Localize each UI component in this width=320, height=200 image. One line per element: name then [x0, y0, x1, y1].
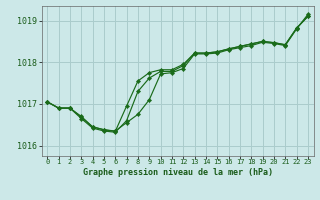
X-axis label: Graphe pression niveau de la mer (hPa): Graphe pression niveau de la mer (hPa)	[83, 168, 273, 177]
